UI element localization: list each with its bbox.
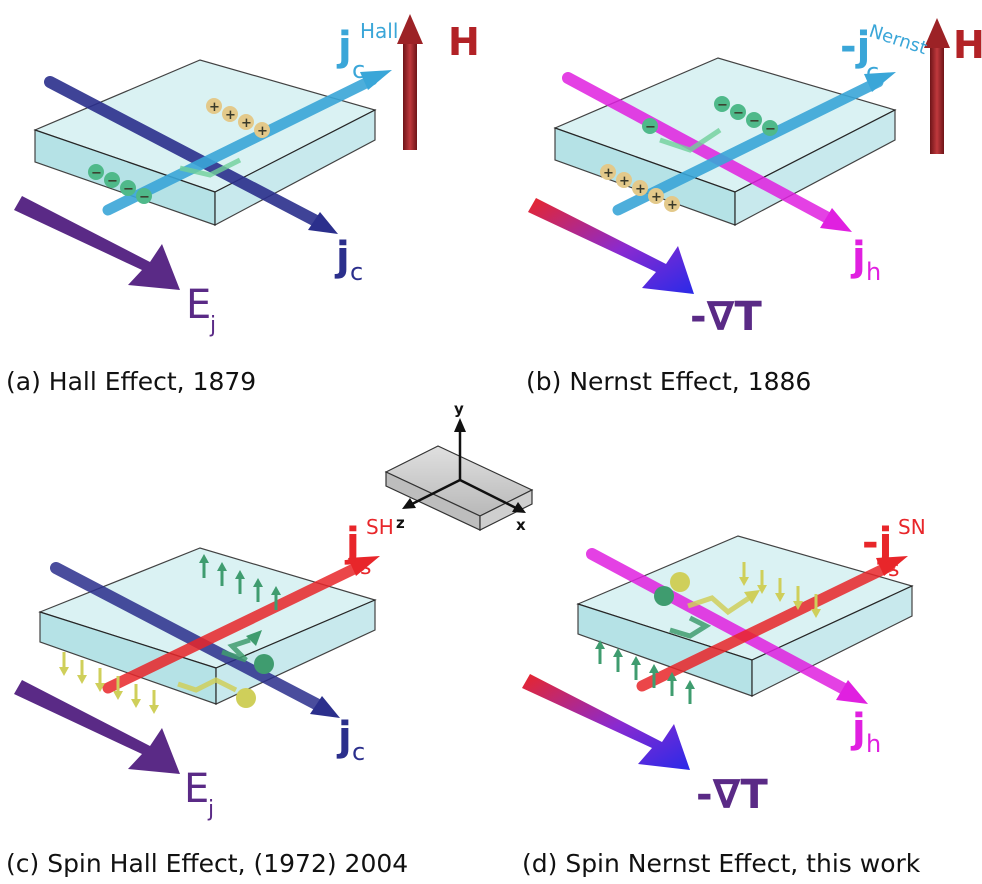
svg-text:+: +	[667, 198, 678, 213]
caption-b: (b) Nernst Effect, 1886	[526, 367, 811, 396]
svg-text:c: c	[350, 258, 363, 286]
caption-d: (d) Spin Nernst Effect, this work	[522, 849, 921, 878]
svg-text:−: −	[91, 166, 102, 181]
svg-text:Hall: Hall	[360, 19, 398, 43]
svg-text:+: +	[603, 166, 614, 181]
svg-text:+: +	[209, 100, 220, 115]
field-arrow-H	[397, 14, 423, 150]
label-gradT: -∇T	[696, 772, 768, 818]
svg-text:−: −	[733, 106, 744, 121]
panel-d: -j s SN j h -∇T (d) Spin Nernst Effect, …	[522, 515, 926, 878]
svg-text:c: c	[352, 56, 365, 84]
svg-text:+: +	[257, 124, 268, 139]
svg-text:j: j	[344, 520, 360, 566]
svg-text:j: j	[850, 706, 866, 752]
axis-label-x: x	[516, 516, 526, 534]
label-H: H	[953, 23, 982, 67]
panel-b: − − − − − + + + + + H -j c Nernst j	[526, 18, 982, 396]
svg-text:s: s	[360, 555, 371, 580]
sample-slab	[35, 60, 375, 225]
svg-text:SH: SH	[366, 515, 394, 539]
svg-text:−: −	[139, 190, 150, 205]
svg-text:h: h	[866, 730, 881, 758]
caption-c: (c) Spin Hall Effect, (1972) 2004	[6, 849, 408, 878]
svg-text:c: c	[352, 738, 365, 766]
svg-text:c: c	[866, 58, 879, 86]
svg-text:−: −	[765, 122, 776, 137]
axis-label-z: z	[396, 514, 405, 532]
svg-text:E: E	[186, 282, 211, 328]
panel-c: j s SH j c E j (c) Spin Hall Effect, (19…	[6, 515, 408, 878]
svg-text:SN: SN	[898, 515, 926, 539]
svg-text:−: −	[107, 174, 118, 189]
sample-slab	[40, 548, 375, 704]
svg-text:+: +	[225, 108, 236, 123]
svg-text:+: +	[241, 116, 252, 131]
drive-arrow-gradT	[522, 674, 690, 770]
label-E: E j	[184, 766, 214, 822]
sample-slab	[555, 58, 895, 225]
label-H: H	[448, 20, 480, 64]
label-gradT: -∇T	[690, 294, 762, 340]
svg-text:s: s	[888, 557, 899, 582]
svg-text:E: E	[184, 766, 209, 812]
svg-text:j: j	[850, 234, 866, 280]
label-jh: j h	[850, 234, 881, 286]
axes-inset: y x z	[386, 400, 532, 534]
drive-arrow-E	[14, 196, 180, 290]
svg-text:+: +	[619, 174, 630, 189]
label-jh: j h	[850, 706, 881, 758]
svg-text:j: j	[334, 234, 350, 280]
label-jc: j c	[334, 234, 363, 286]
label-jc: j c	[336, 714, 365, 766]
svg-text:−: −	[123, 182, 134, 197]
svg-text:+: +	[651, 190, 662, 205]
label-E: E j	[186, 282, 216, 338]
svg-text:j: j	[209, 313, 216, 338]
svg-text:−: −	[749, 114, 760, 129]
axis-label-y: y	[454, 400, 464, 418]
svg-text:Nernst: Nernst	[866, 21, 929, 59]
svg-text:−: −	[645, 120, 656, 135]
panel-a: + + + + − − − − H j c Hall j c	[6, 14, 480, 396]
svg-text:h: h	[866, 258, 881, 286]
svg-text:−: −	[717, 98, 728, 113]
caption-a: (a) Hall Effect, 1879	[6, 367, 256, 396]
svg-text:j: j	[336, 24, 352, 70]
svg-text:j: j	[207, 797, 214, 822]
svg-text:+: +	[635, 182, 646, 197]
svg-text:j: j	[336, 714, 352, 760]
